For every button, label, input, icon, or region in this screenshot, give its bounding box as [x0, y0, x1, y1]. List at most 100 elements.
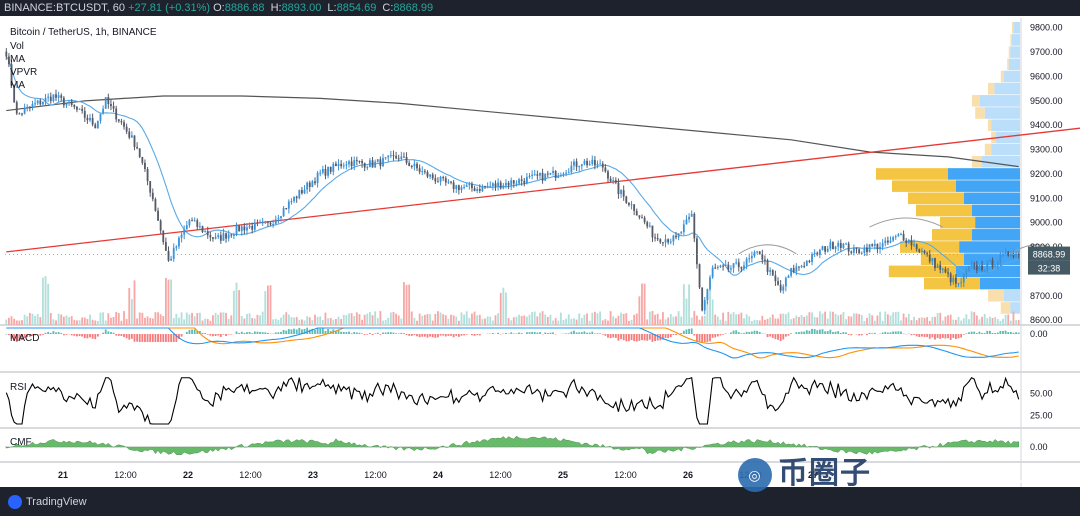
volume-bar — [910, 320, 913, 325]
macd-histogram-bar — [512, 333, 515, 334]
macd-histogram-bar — [696, 334, 698, 342]
macd-histogram-bar — [989, 330, 991, 334]
volume-bar — [374, 311, 377, 325]
macd-histogram-bar — [384, 332, 387, 334]
volume-bar — [539, 312, 541, 325]
macd-histogram-bar — [931, 334, 934, 338]
volume-bar — [332, 319, 335, 325]
macd-histogram-bar — [983, 332, 986, 334]
close-key: C: — [382, 2, 394, 14]
volume-bar — [544, 314, 547, 325]
macd-histogram-bar — [531, 331, 534, 334]
price-tick-label: 9500.00 — [1030, 96, 1063, 106]
macd-histogram-bar — [536, 332, 539, 334]
candle-body — [120, 121, 123, 123]
macd-histogram-bar — [89, 334, 91, 338]
candle-body — [816, 252, 819, 255]
macd-histogram-bar — [627, 334, 630, 342]
vpvr-bar-down — [972, 229, 1020, 241]
vpvr-bar-down — [964, 192, 1020, 205]
volume-bar — [745, 314, 748, 325]
vpvr-bar-up — [900, 241, 960, 253]
volume-bar — [99, 312, 102, 325]
volume-bar — [39, 317, 42, 325]
candle-body — [740, 266, 743, 269]
volume-bar — [15, 320, 18, 325]
volume-bar — [743, 318, 745, 325]
chart-title: Bitcoin / TetherUS, 1h, BINANCE — [10, 27, 157, 38]
macd-histogram-bar — [251, 333, 254, 334]
macd-histogram-bar — [1004, 330, 1007, 334]
candle-body — [544, 173, 547, 181]
candle-body — [536, 174, 539, 176]
volume-bar — [376, 318, 379, 325]
candle-body — [68, 101, 71, 104]
volume-bar — [703, 315, 706, 325]
candle-body — [818, 249, 821, 255]
candle-body — [968, 266, 970, 271]
volume-bar — [157, 312, 159, 325]
close-value: 8868.99 — [393, 2, 434, 14]
macd-histogram-bar — [374, 333, 377, 334]
volume-bar — [306, 316, 309, 325]
time-tick-label: 12:00 — [614, 470, 637, 480]
candle-body — [630, 204, 633, 206]
volume-bar — [654, 314, 656, 325]
volume-bar — [42, 277, 44, 325]
macd-histogram-bar — [423, 334, 426, 337]
macd-histogram-bar — [311, 328, 314, 334]
candle-body — [303, 189, 306, 194]
volume-bar — [175, 313, 178, 325]
macd-histogram-bar — [429, 334, 432, 337]
tradingview-logo[interactable]: TradingView — [8, 495, 87, 509]
candle-body — [609, 178, 612, 182]
candle-body — [954, 277, 957, 284]
volume-bar — [829, 311, 832, 325]
volume-bar — [60, 314, 63, 325]
vpvr-bar-down — [996, 131, 1020, 144]
candle-body — [918, 249, 921, 252]
high-key: H: — [270, 2, 282, 14]
volume-bar — [230, 315, 233, 325]
macd-histogram-bar — [418, 334, 421, 338]
volume-bar — [750, 320, 753, 325]
candle-body — [531, 174, 534, 176]
volume-bar — [280, 317, 282, 325]
macd-histogram-bar — [376, 332, 379, 334]
volume-bar — [397, 315, 400, 325]
candle-body — [256, 222, 259, 224]
ma-fast-line — [5, 56, 1019, 276]
macd-histogram-bar — [672, 334, 675, 336]
volume-bar — [1009, 320, 1012, 325]
macd-histogram-bar — [240, 331, 243, 334]
candle-body — [300, 190, 303, 194]
volume-bar — [960, 320, 963, 325]
candle-body — [957, 283, 960, 285]
volume-bar — [617, 315, 620, 325]
volume-bar — [188, 314, 191, 325]
candle-body — [269, 222, 272, 225]
macd-histogram-bar — [298, 327, 301, 334]
candle-body — [21, 113, 23, 115]
macd-histogram-bar — [457, 334, 460, 337]
candle-body — [583, 160, 586, 165]
candle-body — [662, 242, 664, 244]
candle-body — [599, 163, 602, 165]
volume-bar — [457, 320, 460, 325]
volume-bar — [680, 316, 683, 325]
volume-bar — [651, 311, 654, 325]
volume-bar — [565, 318, 568, 325]
candle-body — [499, 182, 502, 189]
time-tick-label: 27 — [808, 470, 818, 480]
volume-bar — [361, 319, 363, 325]
volume-bar — [219, 312, 222, 325]
macd-histogram-bar — [648, 334, 651, 340]
candle-body — [771, 270, 774, 276]
volume-bar — [813, 316, 816, 325]
candle-body — [970, 264, 973, 267]
macd-histogram-bar — [664, 334, 667, 338]
candle-body — [764, 259, 766, 261]
symbol-label[interactable]: BINANCE:BTCUSDT, 60 — [4, 2, 126, 14]
volume-bar — [839, 314, 842, 325]
